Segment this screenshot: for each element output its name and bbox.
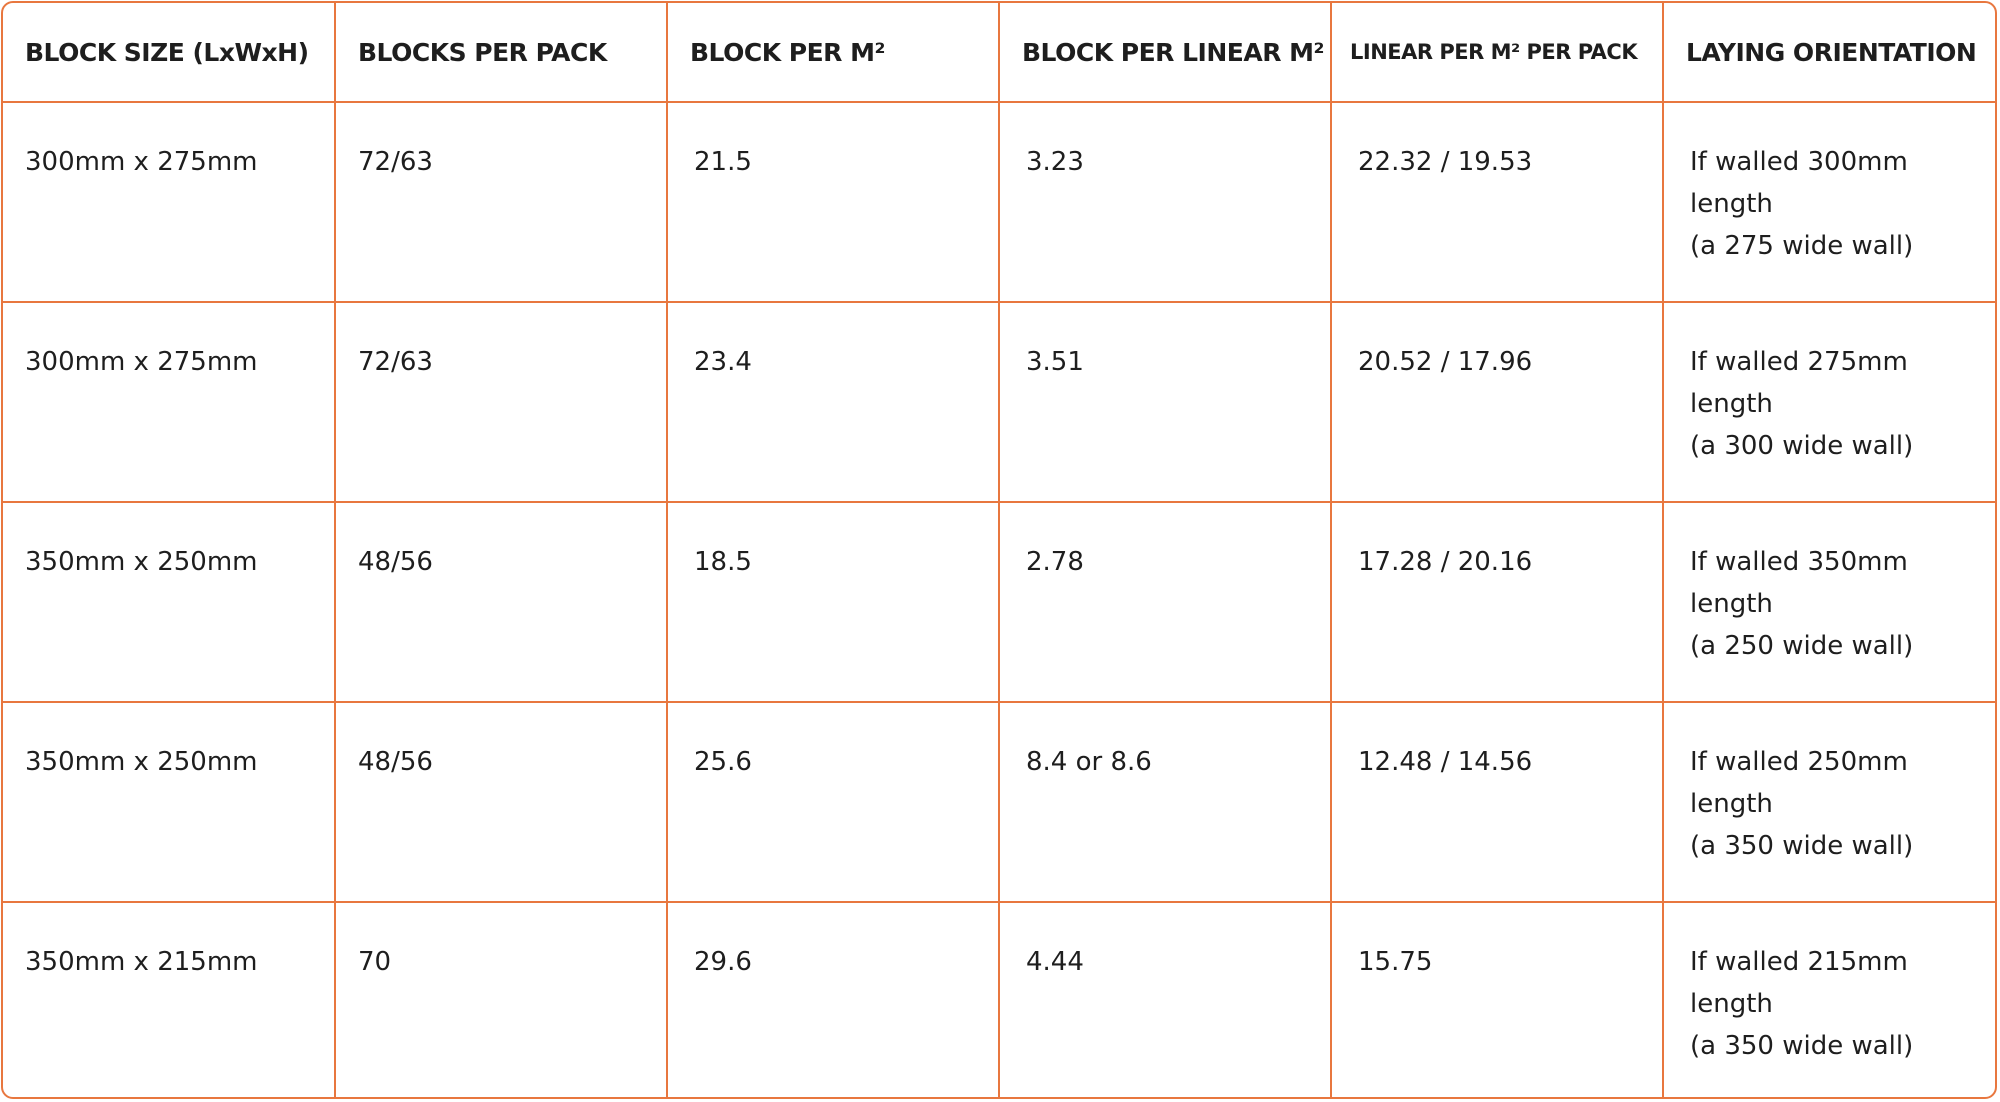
cell-line: If walled 250mm length bbox=[1690, 747, 1908, 819]
cell-line: (a 300 wide wall) bbox=[1690, 431, 1914, 461]
table-cell: 48/56 bbox=[334, 701, 668, 903]
table-cell: 17.28 / 20.16 bbox=[1330, 501, 1664, 703]
table-cell: 8.4 or 8.6 bbox=[998, 701, 1332, 903]
header-cell: BLOCK PER M² bbox=[666, 3, 1000, 103]
table-cell: 350mm x 250mm bbox=[3, 501, 336, 703]
cell-line: (a 250 wide wall) bbox=[1690, 631, 1914, 661]
table-row: 300mm x 275mm 72/63 21.5 3.23 22.32 / 19.53 I… bbox=[3, 101, 1995, 303]
table-cell: 15.75 bbox=[1330, 901, 1664, 1097]
table-cell: 70 bbox=[334, 901, 668, 1097]
table-cell: 23.4 bbox=[666, 301, 1000, 503]
cell-line: (a 275 wide wall) bbox=[1690, 231, 1914, 261]
header-cell: BLOCKS PER PACK bbox=[334, 3, 668, 103]
cell-line: If walled 300mm length bbox=[1690, 147, 1908, 219]
cell-line: If walled 350mm length bbox=[1690, 547, 1908, 619]
table-cell: 3.23 bbox=[998, 101, 1332, 303]
table-cell: 2.78 bbox=[998, 501, 1332, 703]
table-cell: 350mm x 215mm bbox=[3, 901, 336, 1097]
table-cell: 350mm x 250mm bbox=[3, 701, 336, 903]
table-cell: 22.32 / 19.53 bbox=[1330, 101, 1664, 303]
table-cell: 18.5 bbox=[666, 501, 1000, 703]
table-cell: If walled 215mm length (a 350 wide wall) bbox=[1662, 901, 1995, 1097]
cell-line: (a 350 wide wall) bbox=[1690, 1031, 1914, 1061]
table-cell: 25.6 bbox=[666, 701, 1000, 903]
table-cell: 21.5 bbox=[666, 101, 1000, 303]
table-row: 350mm x 250mm 48/56 25.6 8.4 or 8.6 12.48 / … bbox=[3, 701, 1995, 903]
header-cell: LAYING ORIENTATION bbox=[1662, 3, 1995, 103]
table-cell: 12.48 / 14.56 bbox=[1330, 701, 1664, 903]
table-cell: 72/63 bbox=[334, 101, 668, 303]
table-cell: 48/56 bbox=[334, 501, 668, 703]
table-row: 350mm x 215mm 70 29.6 4.44 15.75 If walled 21… bbox=[3, 901, 1995, 1097]
table-cell: 29.6 bbox=[666, 901, 1000, 1097]
header-cell: BLOCK PER LINEAR M² bbox=[998, 3, 1332, 103]
header-cell: LINEAR PER M² PER PACK bbox=[1330, 3, 1664, 103]
table-cell: 300mm x 275mm bbox=[3, 101, 336, 303]
header-row: BLOCK SIZE (LxWxH) BLOCKS PER PACK BLOCK P… bbox=[3, 3, 1995, 103]
table-cell: If walled 250mm length (a 350 wide wall) bbox=[1662, 701, 1995, 903]
table-cell: 4.44 bbox=[998, 901, 1332, 1097]
cell-line: (a 350 wide wall) bbox=[1690, 831, 1914, 861]
spec-table: BLOCK SIZE (LxWxH) BLOCKS PER PACK BLOCK P… bbox=[3, 3, 1995, 1097]
table-cell: 20.52 / 17.96 bbox=[1330, 301, 1664, 503]
header-cell: BLOCK SIZE (LxWxH) bbox=[3, 3, 336, 103]
table-cell: 3.51 bbox=[998, 301, 1332, 503]
table-cell: 72/63 bbox=[334, 301, 668, 503]
table-cell: 300mm x 275mm bbox=[3, 301, 336, 503]
cell-line: If walled 215mm length bbox=[1690, 947, 1908, 1019]
table-cell: If walled 300mm length (a 275 wide wall) bbox=[1662, 101, 1995, 303]
cell-line: If walled 275mm length bbox=[1690, 347, 1908, 419]
table-row: 350mm x 250mm 48/56 18.5 2.78 17.28 / 20.16 I… bbox=[3, 501, 1995, 703]
table-row: 300mm x 275mm 72/63 23.4 3.51 20.52 / 17.96 I… bbox=[3, 301, 1995, 503]
table-cell: If walled 350mm length (a 250 wide wall) bbox=[1662, 501, 1995, 703]
table-cell: If walled 275mm length (a 300 wide wall) bbox=[1662, 301, 1995, 503]
